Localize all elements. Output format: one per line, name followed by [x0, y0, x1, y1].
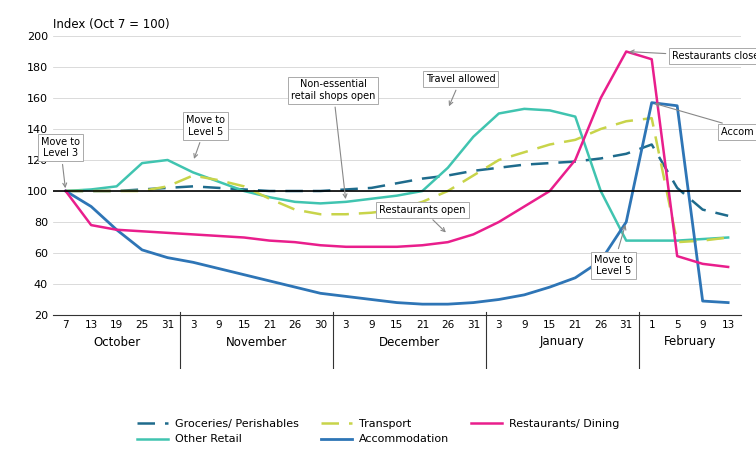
Text: Restaurants open: Restaurants open — [379, 205, 466, 232]
Text: Travel allowed: Travel allowed — [426, 74, 495, 105]
Legend: Groceries/ Perishables, Other Retail, Transport, Accommodation, Restaurants/ Din: Groceries/ Perishables, Other Retail, Tr… — [137, 419, 619, 445]
Text: November: November — [226, 336, 287, 348]
Text: Accom closes: Accom closes — [655, 103, 756, 137]
Text: Move to
Level 5: Move to Level 5 — [186, 115, 225, 158]
Text: October: October — [93, 336, 141, 348]
Text: Move to
Level 5: Move to Level 5 — [594, 226, 633, 276]
Text: January: January — [540, 336, 585, 348]
Text: February: February — [664, 336, 716, 348]
Text: Move to
Level 3: Move to Level 3 — [41, 137, 80, 187]
Text: December: December — [379, 336, 440, 348]
Text: Non-essential
retail shops open: Non-essential retail shops open — [291, 80, 376, 198]
Text: Index (Oct 7 = 100): Index (Oct 7 = 100) — [53, 18, 169, 31]
Text: Restaurants close: Restaurants close — [631, 50, 756, 61]
